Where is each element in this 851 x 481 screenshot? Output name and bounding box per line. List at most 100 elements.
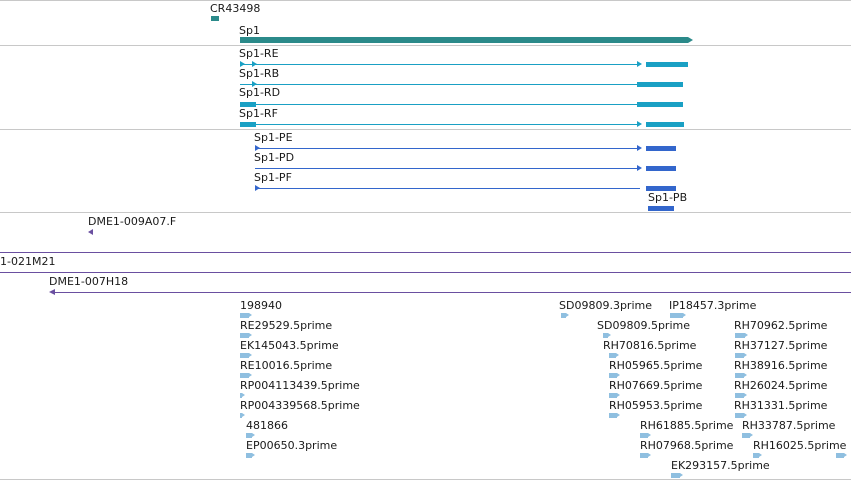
est-feature[interactable] xyxy=(246,433,255,438)
est-feature[interactable] xyxy=(240,353,252,358)
est-feature[interactable] xyxy=(836,453,847,458)
track-divider xyxy=(0,129,851,130)
est-feature[interactable] xyxy=(735,413,747,418)
est-label: RH37127.5prime xyxy=(734,339,828,352)
clone-span-line[interactable] xyxy=(0,252,851,253)
est-feature[interactable] xyxy=(671,473,683,478)
est-label: RH70816.5prime xyxy=(603,339,697,352)
est-label: RE29529.5prime xyxy=(240,319,333,332)
est-label: RH61885.5prime xyxy=(640,419,734,432)
transcript-label: Sp1-RE xyxy=(239,47,279,60)
est-feature[interactable] xyxy=(609,393,620,398)
est-feature[interactable] xyxy=(609,373,620,378)
est-feature[interactable] xyxy=(742,433,753,438)
est-label: EK145043.5prime xyxy=(240,339,339,352)
transcript-exon[interactable] xyxy=(646,186,676,191)
gene-label: Sp1 xyxy=(239,24,260,37)
transcript-exon[interactable] xyxy=(646,146,676,151)
transcript-exon[interactable] xyxy=(240,102,256,107)
transcript-label: Sp1-PE xyxy=(254,131,293,144)
clone-label: 1-021M21 xyxy=(0,255,56,268)
transcript-intron-line[interactable] xyxy=(255,148,640,149)
strand-arrow-icon xyxy=(252,61,257,67)
clone-end-marker[interactable] xyxy=(49,289,55,295)
est-label: SD09809.3prime xyxy=(559,299,652,312)
clone-span-line[interactable] xyxy=(55,292,851,293)
transcript-label: Sp1-RB xyxy=(239,67,280,80)
transcript-intron-line[interactable] xyxy=(240,64,640,65)
transcript-label: Sp1-RD xyxy=(239,86,281,99)
est-label: RH07669.5prime xyxy=(609,379,703,392)
est-label: RH16025.5prime xyxy=(753,439,847,452)
est-feature[interactable] xyxy=(240,413,245,418)
est-feature[interactable] xyxy=(735,393,747,398)
est-feature[interactable] xyxy=(735,333,748,338)
est-label: RH38916.5prime xyxy=(734,359,828,372)
est-feature[interactable] xyxy=(246,453,255,458)
est-feature[interactable] xyxy=(735,353,747,358)
clone-label: DME1-009A07.F xyxy=(88,215,177,228)
est-label: RH05953.5prime xyxy=(609,399,703,412)
ncrna-feature[interactable] xyxy=(211,16,219,21)
clone-label: DME1-007H18 xyxy=(49,275,129,288)
transcript-intron-line[interactable] xyxy=(256,104,640,105)
transcript-exon[interactable] xyxy=(646,166,676,171)
est-label: IP18457.3prime xyxy=(669,299,757,312)
transcript-label: Sp1-PF xyxy=(254,171,292,184)
est-label: RH31331.5prime xyxy=(734,399,828,412)
strand-arrow-icon xyxy=(255,185,260,191)
transcript-exon[interactable] xyxy=(646,122,684,127)
transcript-exon[interactable] xyxy=(637,102,683,107)
est-label: RE10016.5prime xyxy=(240,359,333,372)
track-divider xyxy=(0,45,851,46)
est-feature[interactable] xyxy=(735,373,747,378)
est-label: EP00650.3prime xyxy=(246,439,338,452)
gene-feature[interactable] xyxy=(240,37,688,43)
clone-span-line[interactable] xyxy=(0,272,851,273)
est-feature[interactable] xyxy=(640,433,651,438)
clone-end-marker[interactable] xyxy=(88,229,93,235)
est-label: RH05965.5prime xyxy=(609,359,703,372)
strand-arrow-icon xyxy=(240,61,245,67)
ncrna-label: CR43498 xyxy=(210,2,261,15)
strand-arrow-icon xyxy=(637,145,642,151)
transcript-intron-line[interactable] xyxy=(240,84,640,85)
transcript-exon[interactable] xyxy=(240,122,256,127)
est-label: RP004339568.5prime xyxy=(240,399,360,412)
transcript-exon[interactable] xyxy=(648,206,674,211)
strand-arrow-icon xyxy=(637,165,642,171)
est-label: EK293157.5prime xyxy=(671,459,770,472)
transcript-intron-line[interactable] xyxy=(256,124,640,125)
est-feature[interactable] xyxy=(240,313,252,318)
track-divider xyxy=(0,0,851,1)
est-feature[interactable] xyxy=(240,373,252,378)
est-label: RH07968.5prime xyxy=(640,439,734,452)
est-label: RP004113439.5prime xyxy=(240,379,360,392)
strand-arrow-icon xyxy=(252,81,257,87)
strand-arrow-icon xyxy=(637,121,642,127)
transcript-intron-line[interactable] xyxy=(255,168,640,169)
est-feature[interactable] xyxy=(240,333,252,338)
transcript-intron-line[interactable] xyxy=(255,188,640,189)
track-divider xyxy=(0,212,851,213)
transcript-label: Sp1-RF xyxy=(239,107,278,120)
est-feature[interactable] xyxy=(609,413,620,418)
est-feature[interactable] xyxy=(240,393,245,398)
strand-arrow-icon xyxy=(255,145,260,151)
est-label: RH70962.5prime xyxy=(734,319,828,332)
est-feature[interactable] xyxy=(640,453,651,458)
gene-direction-arrow xyxy=(688,37,693,43)
est-feature[interactable] xyxy=(609,353,619,358)
est-feature[interactable] xyxy=(561,313,569,318)
transcript-exon[interactable] xyxy=(637,82,683,87)
track-divider xyxy=(0,479,851,480)
est-feature[interactable] xyxy=(603,333,611,338)
transcript-exon[interactable] xyxy=(646,62,688,67)
strand-arrow-icon xyxy=(637,61,642,67)
est-label: 198940 xyxy=(240,299,282,312)
est-label: RH33787.5prime xyxy=(742,419,836,432)
est-feature[interactable] xyxy=(753,453,762,458)
est-feature[interactable] xyxy=(670,313,686,318)
est-label: RH26024.5prime xyxy=(734,379,828,392)
